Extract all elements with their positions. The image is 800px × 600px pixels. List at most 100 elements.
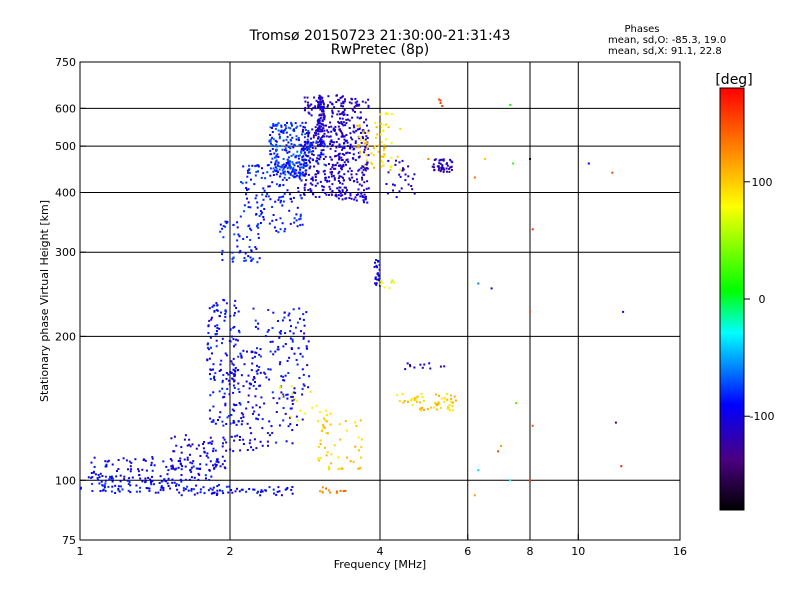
data-point	[275, 143, 278, 146]
data-point	[236, 339, 239, 342]
data-point	[322, 114, 325, 117]
data-point	[343, 135, 346, 138]
data-point	[360, 167, 363, 170]
data-point	[184, 434, 187, 437]
data-point	[275, 167, 278, 170]
data-point	[256, 225, 258, 228]
data-point	[308, 167, 311, 170]
data-point	[257, 413, 260, 416]
data-point	[230, 489, 233, 491]
data-point	[384, 155, 386, 158]
data-point	[144, 480, 147, 483]
data-point	[117, 488, 120, 490]
data-point	[477, 282, 480, 285]
data-point	[256, 418, 259, 421]
data-point	[309, 157, 312, 160]
data-point	[298, 161, 301, 164]
data-point	[285, 131, 288, 134]
data-point	[317, 170, 320, 173]
data-point	[212, 391, 215, 394]
data-point	[334, 150, 337, 153]
data-point	[212, 450, 215, 453]
data-point	[167, 469, 170, 472]
data-point	[288, 319, 291, 322]
data-point	[450, 398, 453, 400]
data-point	[318, 95, 321, 98]
data-point	[309, 161, 311, 164]
data-point	[356, 116, 359, 119]
data-point	[316, 129, 319, 131]
data-point	[272, 123, 275, 125]
data-point	[330, 139, 333, 142]
data-point	[423, 363, 426, 366]
data-point	[212, 405, 215, 408]
data-point	[271, 340, 274, 343]
data-point	[117, 485, 120, 488]
data-point	[304, 108, 306, 111]
data-point	[347, 160, 350, 163]
data-point	[409, 364, 411, 366]
data-point	[306, 155, 309, 158]
data-point	[240, 354, 243, 357]
data-point	[350, 170, 353, 172]
data-point	[205, 477, 207, 480]
data-point	[355, 129, 358, 132]
data-point	[276, 153, 279, 156]
data-point	[301, 393, 304, 396]
data-point	[343, 145, 346, 148]
data-point	[350, 173, 353, 176]
data-point	[383, 143, 386, 146]
data-point	[327, 468, 330, 471]
data-point	[279, 172, 282, 175]
data-point	[366, 145, 369, 147]
data-point	[427, 158, 430, 160]
data-point	[428, 362, 431, 365]
data-point	[346, 189, 348, 192]
data-point	[238, 235, 241, 238]
data-point	[342, 179, 345, 182]
data-point	[515, 402, 517, 405]
data-point	[259, 490, 262, 493]
data-point	[297, 157, 300, 160]
data-point	[118, 490, 121, 493]
data-point	[233, 304, 236, 307]
data-point	[299, 171, 302, 174]
data-point	[216, 309, 219, 312]
data-point	[199, 455, 202, 457]
data-point	[316, 169, 318, 172]
data-point	[340, 121, 343, 123]
data-point	[246, 422, 249, 425]
data-point	[323, 118, 326, 121]
data-point	[269, 368, 272, 371]
data-point	[286, 161, 289, 164]
data-point	[303, 186, 306, 189]
data-point	[248, 245, 251, 248]
data-point	[345, 163, 347, 166]
data-point	[363, 173, 366, 176]
data-point	[348, 127, 351, 129]
data-point	[441, 105, 444, 107]
data-point	[253, 488, 256, 491]
data-point	[320, 149, 323, 152]
data-point	[145, 469, 148, 472]
data-point	[366, 137, 369, 139]
data-point	[319, 137, 322, 140]
data-point	[314, 134, 317, 137]
data-point	[304, 121, 307, 124]
data-point	[166, 482, 169, 485]
data-point	[341, 95, 344, 98]
data-point	[284, 343, 287, 345]
data-point	[257, 368, 260, 371]
data-point	[339, 192, 342, 194]
data-point	[216, 485, 219, 488]
data-point	[179, 478, 182, 481]
data-point	[343, 186, 346, 189]
data-point	[250, 369, 253, 372]
data-point	[351, 145, 354, 148]
data-point	[415, 396, 418, 399]
data-point	[212, 447, 215, 450]
data-point	[234, 404, 236, 407]
data-point	[358, 125, 361, 128]
data-point	[271, 131, 274, 133]
data-point	[304, 147, 307, 150]
